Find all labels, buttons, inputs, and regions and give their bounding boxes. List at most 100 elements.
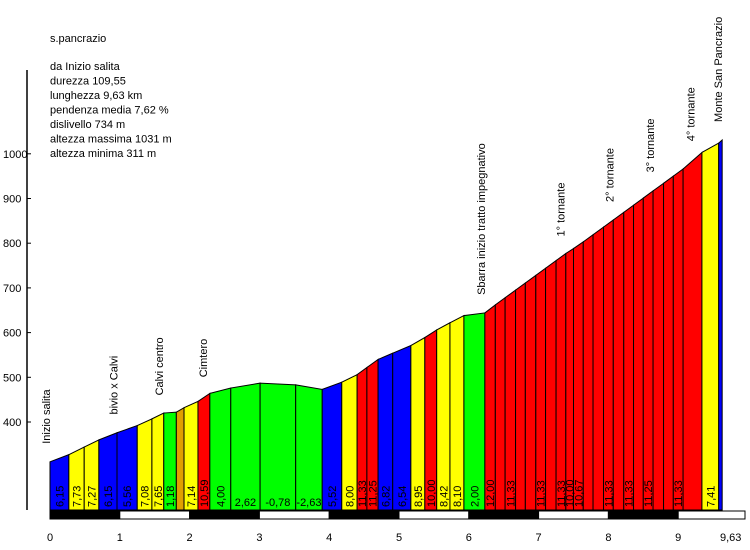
gradient-label: 8,10 xyxy=(452,486,464,507)
gradient-label: 10,67 xyxy=(573,479,585,507)
x-axis-ticks: 0 1 2 3 4 5 6 7 8 9 9,63 xyxy=(47,532,741,544)
info-line: altezza massima 1031 m xyxy=(50,134,172,146)
profile-segment xyxy=(484,303,496,511)
gradient-label: -2,63 xyxy=(296,497,321,509)
profile-segment xyxy=(555,252,567,511)
gradient-label: 8,00 xyxy=(344,486,356,507)
annotation-label: 2° tornante xyxy=(604,148,616,202)
profile-segment xyxy=(701,142,720,511)
annotation-label: Cimtero xyxy=(198,339,210,378)
profile-segment xyxy=(230,382,261,511)
profile-segment xyxy=(524,274,537,511)
y-tick-label: 900 xyxy=(3,194,21,206)
x-tick-label: 9 xyxy=(675,532,681,544)
profile-segment xyxy=(652,182,665,511)
profile-segments xyxy=(49,138,723,511)
x-tick-label: 7 xyxy=(536,532,542,544)
profile-segment xyxy=(672,168,684,511)
profile-segment xyxy=(663,175,674,511)
gradient-label: 10,00 xyxy=(426,479,438,507)
gradient-label: 5,52 xyxy=(327,486,339,507)
profile-segment xyxy=(259,382,297,511)
profile-segment xyxy=(545,259,557,511)
profile-segment xyxy=(175,406,185,511)
gradient-label: 7,14 xyxy=(186,486,198,507)
profile-segment xyxy=(718,138,723,511)
profile-segment xyxy=(603,218,614,511)
profile-segment xyxy=(515,281,526,511)
gradient-label: 2,62 xyxy=(235,497,256,509)
profile-segment xyxy=(612,211,625,511)
gradient-label: 11,33 xyxy=(536,480,548,507)
info-line: lunghezza 9,63 km xyxy=(50,90,142,102)
annotation-label: 4° tornante xyxy=(685,87,697,141)
x-tick-label: 2 xyxy=(187,532,193,544)
y-tick-label: 500 xyxy=(3,372,21,384)
gradient-label: 11,33 xyxy=(505,480,517,507)
gradient-label: 7,27 xyxy=(87,486,99,507)
gradient-label: 11,33 xyxy=(556,480,568,507)
km-bar-segment xyxy=(49,510,121,520)
profile-segment xyxy=(623,204,635,511)
gradient-label: 7,08 xyxy=(140,486,152,507)
km-bar-segment xyxy=(258,510,330,520)
x-tick-label: 6 xyxy=(466,532,472,544)
info-line: altezza minima 311 m xyxy=(50,148,156,160)
km-bar-segment xyxy=(538,510,609,520)
chart-title: s.pancrazio xyxy=(50,33,106,45)
annotation-label: Monte San Pancrazio xyxy=(713,17,725,122)
y-tick-label: 800 xyxy=(3,238,21,250)
gradient-label: 11,33 xyxy=(624,480,636,507)
y-tick-label: 400 xyxy=(3,417,21,429)
profile-segment xyxy=(392,344,412,511)
x-tick-label: 8 xyxy=(605,532,611,544)
gradient-label: 6,15 xyxy=(103,486,115,507)
gradient-label: 11,33 xyxy=(603,480,615,507)
profile-segment xyxy=(535,267,547,511)
km-bar xyxy=(49,510,746,520)
km-bar-segment xyxy=(607,510,679,520)
km-bar-segment xyxy=(468,510,540,520)
gradient-label: 2,00 xyxy=(469,486,481,507)
profile-segment xyxy=(592,226,605,511)
gradient-label: 6,82 xyxy=(380,486,392,507)
annotation-label: 1° tornante xyxy=(555,183,567,237)
info-line: pendenza media 7,62 % xyxy=(50,105,169,117)
km-bar-segment xyxy=(328,510,400,520)
profile-segment xyxy=(463,312,486,511)
profile-segment xyxy=(633,197,644,511)
profile-segment xyxy=(436,321,451,511)
gradient-label: 5,56 xyxy=(122,486,134,507)
gradient-label: 7,73 xyxy=(72,486,84,507)
gradient-labels: 6,15 7,73 7,27 6,15 5,56 7,08 7,65 1,18 7,14 10,5… xyxy=(54,479,717,509)
gradient-label: -0,78 xyxy=(265,497,290,509)
km-bar-segment xyxy=(398,510,470,520)
gradient-label: 11,33 xyxy=(357,480,369,507)
profile-segment xyxy=(642,189,654,511)
annotations: Inizio salita bivio x Calvi Calvi centro Ci… xyxy=(41,17,725,444)
gradient-label: 7,65 xyxy=(153,486,165,507)
gradient-label: 6,54 xyxy=(397,486,409,507)
y-tick-label: 700 xyxy=(3,283,21,295)
profile-segment xyxy=(410,336,426,511)
climb-info: da Inizio salita durezza 109,55 lunghezza … xyxy=(50,61,172,160)
gradient-label: 8,42 xyxy=(438,486,450,507)
km-bar-segment xyxy=(119,510,191,520)
gradient-label: 11,25 xyxy=(643,480,655,507)
gradient-label: 10,00 xyxy=(565,479,577,507)
x-tick-label: 4 xyxy=(326,532,332,544)
profile-segment xyxy=(449,314,465,511)
gradient-label: 4,00 xyxy=(215,486,227,507)
gradient-label: 11,33 xyxy=(673,480,685,507)
info-line: dislivello 734 m xyxy=(50,119,125,131)
km-bar-segment xyxy=(189,510,260,520)
profile-segment xyxy=(565,247,574,511)
gradient-label: 12,00 xyxy=(485,479,497,507)
annotation-label: Sbarra inizio tratto impegnativo xyxy=(476,143,488,295)
x-tick-label: 5 xyxy=(396,532,402,544)
profile-segment xyxy=(682,151,703,511)
x-tick-label: 3 xyxy=(256,532,262,544)
km-bar-segment xyxy=(677,510,746,520)
y-tick-label: 600 xyxy=(3,328,21,340)
annotation-label: 3° tornante xyxy=(645,118,657,172)
